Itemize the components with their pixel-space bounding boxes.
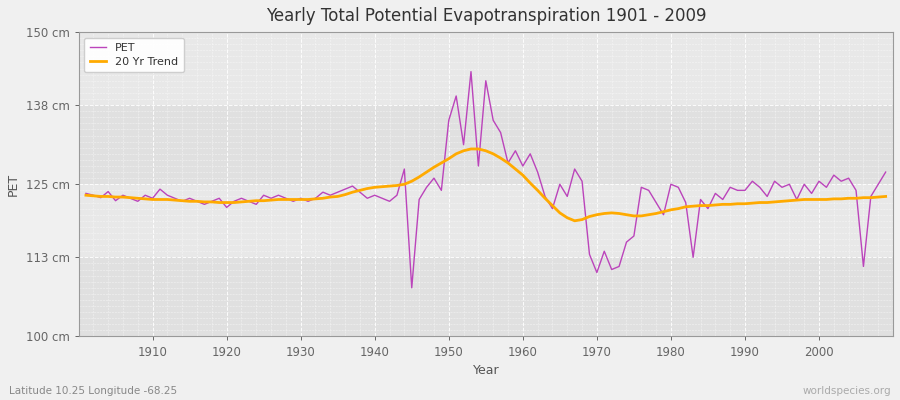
PET — [406, 285, 417, 290]
Bar — [78, 32, 893, 105]
Legend: PET, 20 Yr Trend: PET, 20 Yr Trend — [84, 38, 184, 72]
PET — [880, 170, 891, 174]
20 Yr Trend — [525, 181, 535, 186]
PET — [347, 184, 358, 188]
PET — [140, 193, 150, 198]
Bar — [78, 257, 893, 336]
Line: 20 Yr Trend: 20 Yr Trend — [86, 149, 886, 221]
Line: PET: PET — [86, 72, 886, 288]
PET — [525, 152, 535, 156]
X-axis label: Year: Year — [472, 364, 500, 377]
20 Yr Trend — [140, 196, 150, 201]
20 Yr Trend — [80, 193, 91, 198]
Bar — [78, 105, 893, 184]
Title: Yearly Total Potential Evapotranspiration 1901 - 2009: Yearly Total Potential Evapotranspiratio… — [266, 7, 706, 25]
20 Yr Trend — [880, 194, 891, 199]
Text: worldspecies.org: worldspecies.org — [803, 386, 891, 396]
20 Yr Trend — [621, 212, 632, 217]
20 Yr Trend — [347, 190, 358, 194]
Bar — [78, 184, 893, 257]
PET — [80, 191, 91, 196]
20 Yr Trend — [518, 173, 528, 178]
PET — [532, 170, 543, 174]
PET — [302, 199, 313, 204]
20 Yr Trend — [465, 146, 476, 151]
Y-axis label: PET: PET — [7, 173, 20, 196]
PET — [465, 69, 476, 74]
20 Yr Trend — [569, 218, 580, 223]
PET — [621, 240, 632, 244]
Text: Latitude 10.25 Longitude -68.25: Latitude 10.25 Longitude -68.25 — [9, 386, 177, 396]
20 Yr Trend — [302, 197, 313, 202]
